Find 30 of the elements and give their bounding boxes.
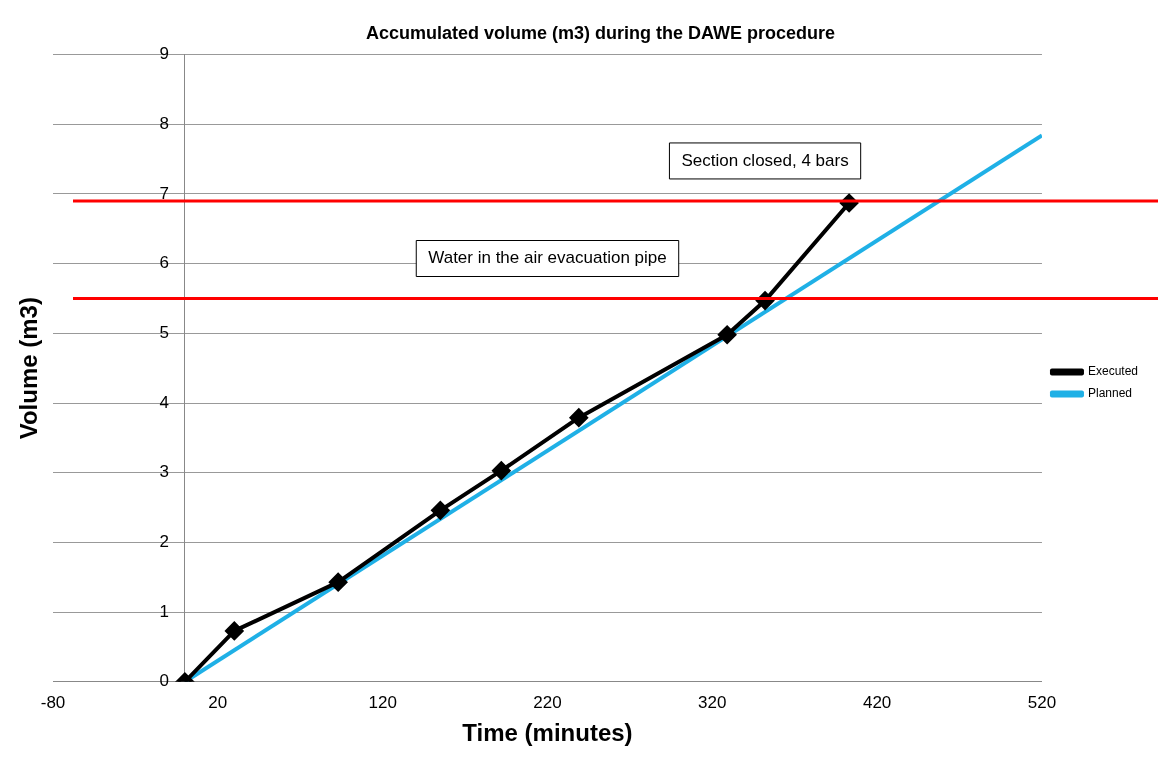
point xyxy=(225,621,244,640)
x-tick-label: 320 xyxy=(698,692,727,712)
chart-title: Accumulated volume (m3) during the DAWE procedure xyxy=(365,22,836,43)
x-tick-label: 520 xyxy=(1027,692,1057,712)
point xyxy=(569,408,588,427)
x-tick-label: -80 xyxy=(40,692,66,712)
x-axis-title: Time (minutes) xyxy=(462,719,633,747)
y-tick-label: 4 xyxy=(159,392,169,412)
ref-line-label: Water in the air evacuation pipe xyxy=(428,248,667,268)
y-tick-label: 5 xyxy=(159,323,169,343)
legend-label: Executed xyxy=(1087,364,1139,379)
x-tick-label: 120 xyxy=(368,692,397,712)
y-tick-label: 9 xyxy=(159,44,169,64)
y-tick-label: 6 xyxy=(159,253,169,273)
x-tick-label: 20 xyxy=(208,692,228,712)
y-tick-label: 2 xyxy=(159,532,169,552)
y-tick-label: 1 xyxy=(159,601,169,621)
y-tick-label: 7 xyxy=(159,183,169,203)
y-tick-label: 3 xyxy=(159,462,169,482)
point xyxy=(329,573,348,592)
legend-label: Planned xyxy=(1087,386,1133,401)
y-tick-label: 0 xyxy=(159,671,169,691)
y-axis-title: Volume (m3) xyxy=(14,297,42,440)
point xyxy=(492,461,511,480)
ref-line-label: Section closed, 4 bars xyxy=(681,150,849,170)
point xyxy=(431,501,450,520)
x-tick-label: 420 xyxy=(862,692,892,712)
point xyxy=(718,325,737,344)
x-tick-label: 220 xyxy=(533,692,562,712)
y-tick-label: 8 xyxy=(159,113,169,133)
